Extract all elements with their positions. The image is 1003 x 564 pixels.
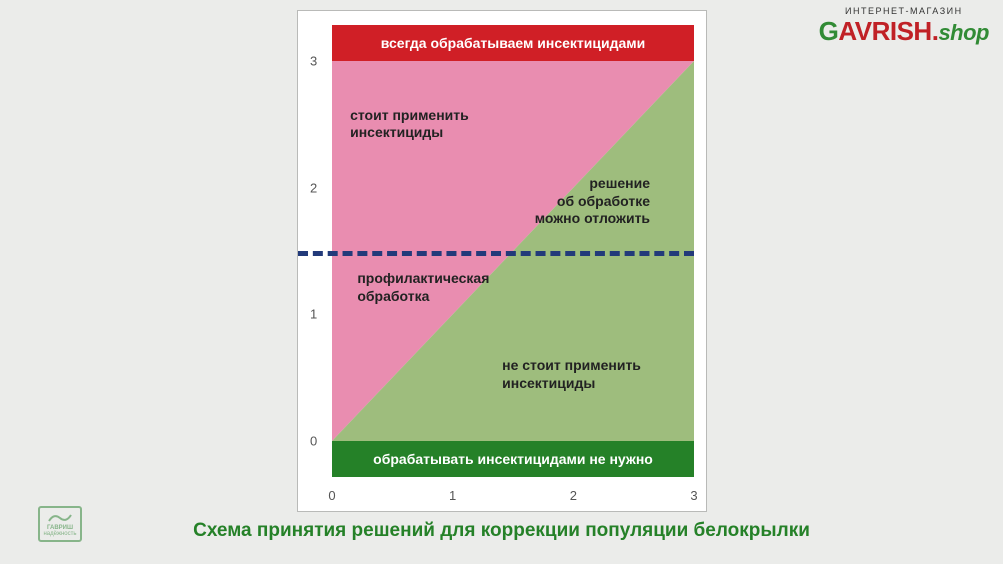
- zone-label-upper-green: решениеоб обработкеможно отложить: [535, 175, 650, 228]
- y-tick: 0: [310, 434, 317, 449]
- y-tick: 3: [310, 54, 317, 69]
- x-tick: 1: [449, 488, 456, 503]
- y-tick: 1: [310, 307, 317, 322]
- brand-subtitle: ИНТЕРНЕТ-МАГАЗИН: [819, 6, 989, 16]
- chart-caption: Схема принятия решений для коррекции поп…: [0, 520, 1003, 542]
- brand-logo: GAVRISH.shop: [819, 16, 989, 47]
- zone-label-mid-pink: профилактическаяобработка: [357, 270, 489, 305]
- zone-label-upper-pink: стоит применитьинсектициды: [350, 107, 469, 142]
- x-tick: 2: [570, 488, 577, 503]
- x-tick: 3: [690, 488, 697, 503]
- zone-label-lower-green: не стоит применитьинсектициды: [502, 357, 641, 392]
- threshold-line: [298, 251, 694, 256]
- bottom-band: обрабатывать инсектицидами не нужно: [332, 441, 694, 477]
- plot-area: всегда обрабатываем инсектицидами обраба…: [332, 25, 694, 477]
- top-band: всегда обрабатываем инсектицидами: [332, 25, 694, 61]
- inner-area: стоит применитьинсектициды профилактичес…: [332, 61, 694, 441]
- top-band-label: всегда обрабатываем инсектицидами: [381, 35, 645, 51]
- brand-block: ИНТЕРНЕТ-МАГАЗИН GAVRISH.shop: [819, 6, 989, 47]
- decision-chart: всегда обрабатываем инсектицидами обраба…: [297, 10, 707, 512]
- y-tick: 2: [310, 180, 317, 195]
- x-tick: 0: [328, 488, 335, 503]
- bottom-band-label: обрабатывать инсектицидами не нужно: [373, 451, 653, 467]
